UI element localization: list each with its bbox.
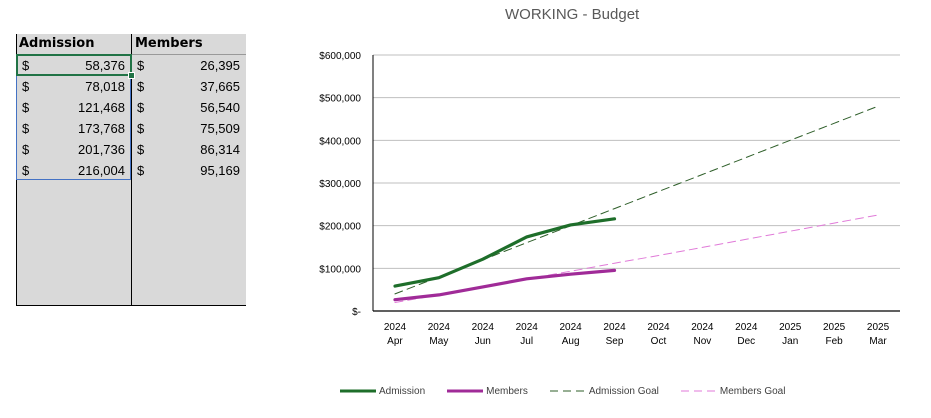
legend-line-admission-icon	[340, 389, 376, 393]
x-tick-label-month: Mar	[869, 336, 887, 347]
currency-symbol: $	[137, 142, 145, 157]
cell-admission[interactable]: $173,768	[16, 118, 131, 139]
cell-value: 78,018	[85, 79, 125, 94]
cell-admission[interactable]: $201,736	[16, 139, 131, 160]
legend-dash-members-goal-icon	[680, 390, 717, 392]
table-row: $201,736 $86,314	[16, 139, 246, 160]
currency-symbol: $	[22, 79, 30, 94]
x-tick-label-month: Aug	[562, 336, 580, 347]
x-tick-label-year: 2024	[472, 322, 495, 333]
legend-item-admission-goal[interactable]: Admission Goal	[549, 385, 659, 397]
currency-symbol: $	[22, 163, 30, 178]
y-tick-label: $500,000	[319, 94, 361, 105]
x-tick-label-year: 2024	[603, 322, 626, 333]
cell-value: 173,768	[78, 121, 125, 136]
currency-symbol: $	[22, 121, 30, 136]
x-tick-label-year: 2024	[384, 322, 407, 333]
x-tick-label-month: Feb	[826, 336, 844, 347]
table-row: $173,768 $75,509	[16, 118, 246, 139]
x-tick-label-month: Jun	[475, 336, 491, 347]
cell-value: 95,169	[200, 163, 240, 178]
y-tick-label: $200,000	[319, 222, 361, 233]
series-line-members[interactable]	[393, 268, 617, 302]
currency-symbol: $	[137, 79, 145, 94]
cell-value: 201,736	[78, 142, 125, 157]
series-line-admission[interactable]	[393, 217, 617, 288]
cell-value: 37,665	[200, 79, 240, 94]
legend-line-members-icon	[447, 389, 484, 393]
chart-legend: Admission Members Admission Goal Members…	[340, 383, 807, 399]
x-tick-label-year: 2024	[647, 322, 670, 333]
cell-value: 26,395	[200, 58, 240, 73]
spreadsheet-range: Admission Members $58,376 $26,395 $78,018 $…	[16, 34, 246, 306]
header-admission[interactable]: Admission	[19, 36, 95, 51]
x-tick-label-year: 2024	[516, 322, 539, 333]
cell-value: 56,540	[200, 100, 240, 115]
currency-symbol: $	[137, 121, 145, 136]
x-tick-label-month: Nov	[693, 336, 711, 347]
fill-handle[interactable]	[128, 72, 135, 79]
active-cell[interactable]	[16, 54, 132, 76]
currency-symbol: $	[22, 58, 30, 73]
x-tick-label-year: 2024	[428, 322, 451, 333]
cell-admission[interactable]: $216,004	[16, 160, 131, 181]
x-tick-label-month: Oct	[651, 336, 667, 347]
y-tick-label: $100,000	[319, 264, 361, 275]
cell-members[interactable]: $56,540	[132, 97, 246, 118]
table-row: $121,468 $56,540	[16, 97, 246, 118]
x-tick-label-month: Jul	[520, 336, 533, 347]
y-tick-label: $-	[352, 307, 361, 318]
currency-symbol: $	[137, 58, 145, 73]
legend-label: Members	[486, 385, 528, 397]
cell-value: 75,509	[200, 121, 240, 136]
cell-value: 121,468	[78, 100, 125, 115]
cell-value: 216,004	[78, 163, 125, 178]
bottom-border	[16, 305, 246, 306]
currency-symbol: $	[137, 163, 145, 178]
legend-label: Members Goal	[719, 385, 786, 397]
legend-item-admission[interactable]: Admission	[340, 386, 425, 397]
y-tick-label: $600,000	[319, 51, 361, 62]
cell-value: 86,314	[200, 142, 240, 157]
cell-members[interactable]: $86,314	[132, 139, 246, 160]
x-tick-label-month: May	[429, 336, 448, 347]
cell-admission[interactable]: $58,376	[16, 55, 131, 76]
cell-admission[interactable]: $78,018	[16, 76, 131, 97]
cell-members[interactable]: $75,509	[132, 118, 246, 139]
legend-label: Admission Goal	[588, 385, 659, 397]
x-tick-label-month: Sep	[606, 336, 624, 347]
cell-value: 58,376	[85, 58, 125, 73]
cell-admission[interactable]: $121,468	[16, 97, 131, 118]
table-row: $58,376 $26,395	[16, 55, 246, 76]
x-tick-label-year: 2024	[560, 322, 583, 333]
cell-members[interactable]: $95,169	[132, 160, 246, 181]
x-tick-label-year: 2025	[823, 322, 846, 333]
currency-symbol: $	[22, 100, 30, 115]
y-tick-label: $300,000	[319, 179, 361, 190]
legend-label: Admission	[379, 385, 426, 397]
legend-item-members-goal[interactable]: Members Goal	[680, 385, 786, 397]
x-tick-label-year: 2025	[779, 322, 802, 333]
x-tick-label-year: 2024	[691, 322, 714, 333]
x-tick-label-year: 2025	[867, 322, 890, 333]
table-row: $216,004 $95,169	[16, 160, 246, 181]
x-tick-label-month: Apr	[387, 336, 403, 347]
currency-symbol: $	[22, 142, 30, 157]
cell-members[interactable]: $26,395	[132, 55, 246, 76]
table-row: $78,018 $37,665	[16, 76, 246, 97]
column-divider	[131, 34, 132, 306]
x-tick-label-year: 2024	[735, 322, 758, 333]
line-chart[interactable]: $- $100,000 $200,000 $300,000 $400,000 $500,0…	[0, 0, 931, 380]
header-members[interactable]: Members	[135, 36, 203, 51]
x-tick-label-month: Jan	[782, 336, 798, 347]
currency-symbol: $	[137, 100, 145, 115]
legend-dash-admission-goal-icon	[549, 390, 586, 392]
x-tick-label-month: Dec	[737, 336, 755, 347]
legend-item-members[interactable]: Members	[447, 386, 528, 397]
chart-title: WORKING - Budget	[505, 6, 640, 23]
cell-members[interactable]: $37,665	[132, 76, 246, 97]
y-tick-label: $400,000	[319, 136, 361, 147]
